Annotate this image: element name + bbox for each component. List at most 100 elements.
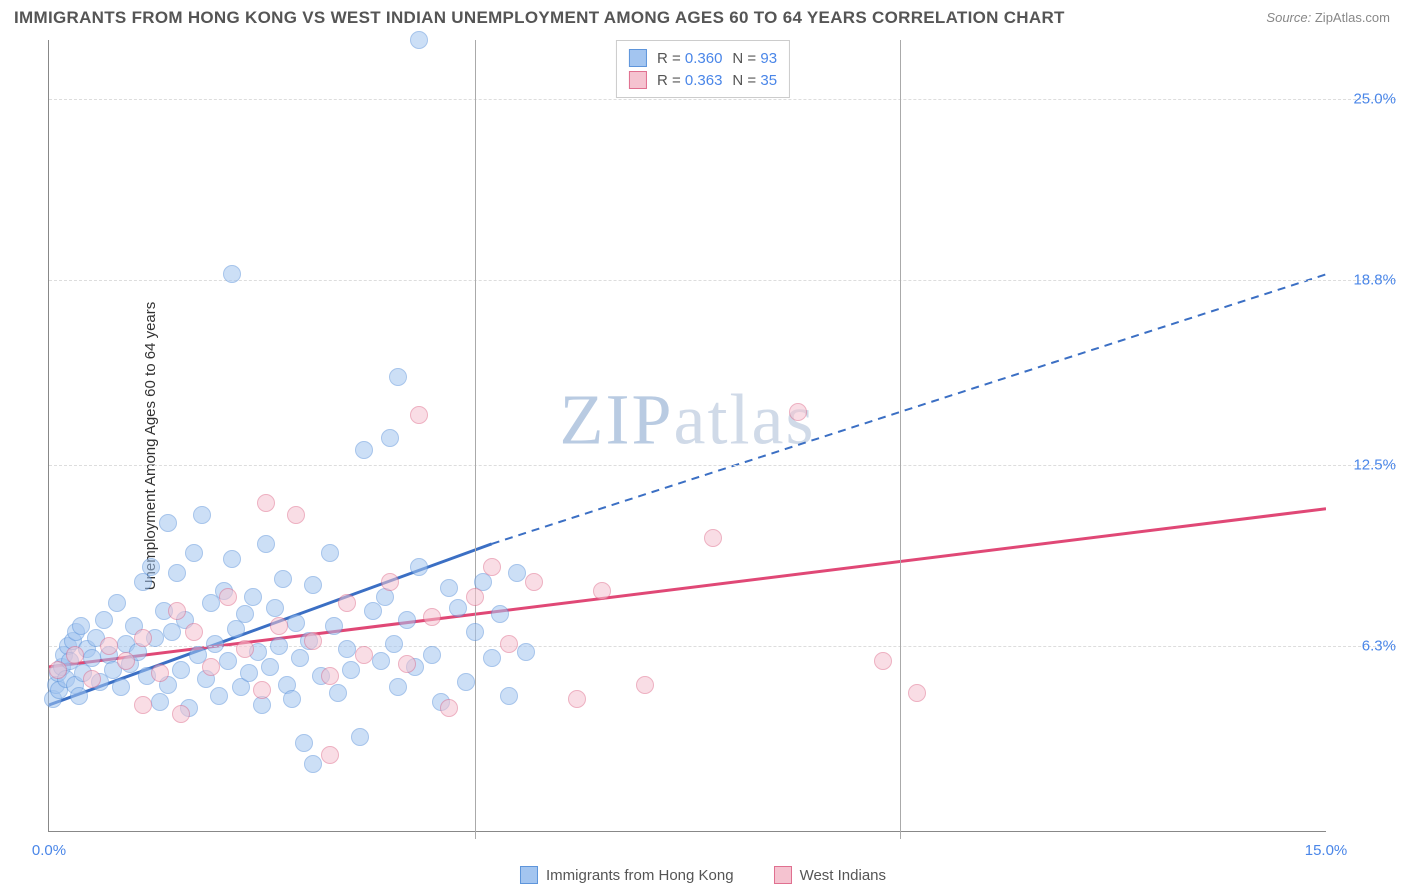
scatter-point-pink — [304, 632, 322, 650]
scatter-point-blue — [423, 646, 441, 664]
gridline-h — [49, 280, 1396, 281]
source-attribution: Source: ZipAtlas.com — [1266, 10, 1390, 25]
scatter-point-blue — [372, 652, 390, 670]
scatter-point-blue — [172, 661, 190, 679]
scatter-point-blue — [223, 265, 241, 283]
scatter-point-pink — [321, 667, 339, 685]
legend-item-1: Immigrants from Hong Kong — [520, 866, 734, 884]
scatter-point-blue — [83, 649, 101, 667]
scatter-point-blue — [508, 564, 526, 582]
source-label: Source: — [1266, 10, 1311, 25]
scatter-point-blue — [321, 544, 339, 562]
scatter-point-pink — [704, 529, 722, 547]
scatter-point-pink — [423, 608, 441, 626]
scatter-point-pink — [483, 558, 501, 576]
scatter-point-blue — [112, 678, 130, 696]
scatter-point-pink — [257, 494, 275, 512]
scatter-point-blue — [355, 441, 373, 459]
scatter-point-blue — [304, 576, 322, 594]
scatter-point-blue — [274, 570, 292, 588]
scatter-point-blue — [449, 599, 467, 617]
scatter-point-pink — [202, 658, 220, 676]
scatter-point-blue — [210, 687, 228, 705]
scatter-point-pink — [321, 746, 339, 764]
scatter-point-pink — [134, 629, 152, 647]
scatter-point-blue — [329, 684, 347, 702]
watermark: ZIPatlas — [560, 378, 816, 461]
scatter-point-blue — [364, 602, 382, 620]
scatter-point-blue — [295, 734, 313, 752]
swatch-blue — [629, 49, 647, 67]
scatter-point-pink — [117, 652, 135, 670]
scatter-point-pink — [219, 588, 237, 606]
scatter-point-blue — [466, 623, 484, 641]
scatter-point-blue — [389, 368, 407, 386]
scatter-point-pink — [789, 403, 807, 421]
scatter-point-pink — [525, 573, 543, 591]
scatter-point-blue — [266, 599, 284, 617]
xtick-label: 15.0% — [1305, 842, 1348, 859]
scatter-point-pink — [398, 655, 416, 673]
xtick-label: 0.0% — [32, 842, 66, 859]
scatter-point-pink — [593, 582, 611, 600]
scatter-point-blue — [219, 652, 237, 670]
scatter-point-blue — [223, 550, 241, 568]
scatter-point-pink — [338, 594, 356, 612]
scatter-point-pink — [168, 602, 186, 620]
ytick-label: 25.0% — [1336, 90, 1396, 107]
scatter-point-blue — [240, 664, 258, 682]
scatter-point-blue — [108, 594, 126, 612]
scatter-point-pink — [83, 670, 101, 688]
source-value: ZipAtlas.com — [1315, 10, 1390, 25]
scatter-point-blue — [351, 728, 369, 746]
scatter-plot-area: ZIPatlas 6.3%12.5%18.8%25.0%0.0%15.0% — [48, 40, 1326, 832]
scatter-point-blue — [385, 635, 403, 653]
gridline-v — [900, 40, 901, 839]
r-stat-1: R = 0.360 — [657, 50, 722, 67]
watermark-zip: ZIP — [560, 379, 674, 459]
scatter-point-blue — [457, 673, 475, 691]
legend-label-2: West Indians — [800, 867, 886, 884]
scatter-point-blue — [304, 755, 322, 773]
scatter-point-blue — [206, 635, 224, 653]
scatter-point-blue — [193, 506, 211, 524]
scatter-point-blue — [325, 617, 343, 635]
scatter-point-blue — [491, 605, 509, 623]
scatter-point-blue — [398, 611, 416, 629]
scatter-point-pink — [236, 640, 254, 658]
scatter-point-blue — [261, 658, 279, 676]
scatter-point-pink — [874, 652, 892, 670]
swatch-pink — [629, 71, 647, 89]
scatter-point-pink — [287, 506, 305, 524]
scatter-point-blue — [70, 687, 88, 705]
swatch-blue-icon — [520, 866, 538, 884]
scatter-point-blue — [517, 643, 535, 661]
chart-title: IMMIGRANTS FROM HONG KONG VS WEST INDIAN… — [14, 8, 1065, 28]
scatter-point-pink — [355, 646, 373, 664]
scatter-point-pink — [500, 635, 518, 653]
scatter-point-blue — [168, 564, 186, 582]
scatter-point-pink — [151, 664, 169, 682]
scatter-point-blue — [500, 687, 518, 705]
scatter-point-blue — [142, 558, 160, 576]
scatter-point-pink — [134, 696, 152, 714]
gridline-v — [475, 40, 476, 839]
scatter-point-pink — [636, 676, 654, 694]
scatter-point-blue — [270, 637, 288, 655]
scatter-point-blue — [283, 690, 301, 708]
legend-row-series-2: R = 0.363 N = 35 — [629, 69, 777, 91]
scatter-point-blue — [381, 429, 399, 447]
scatter-point-pink — [568, 690, 586, 708]
scatter-point-blue — [342, 661, 360, 679]
legend-item-2: West Indians — [774, 866, 886, 884]
scatter-point-blue — [151, 693, 169, 711]
scatter-point-blue — [440, 579, 458, 597]
scatter-point-pink — [66, 646, 84, 664]
scatter-point-pink — [466, 588, 484, 606]
n-stat-1: N = 93 — [732, 50, 777, 67]
legend-label-1: Immigrants from Hong Kong — [546, 867, 734, 884]
ytick-label: 6.3% — [1336, 638, 1396, 655]
scatter-point-pink — [172, 705, 190, 723]
scatter-point-blue — [159, 514, 177, 532]
scatter-point-blue — [389, 678, 407, 696]
